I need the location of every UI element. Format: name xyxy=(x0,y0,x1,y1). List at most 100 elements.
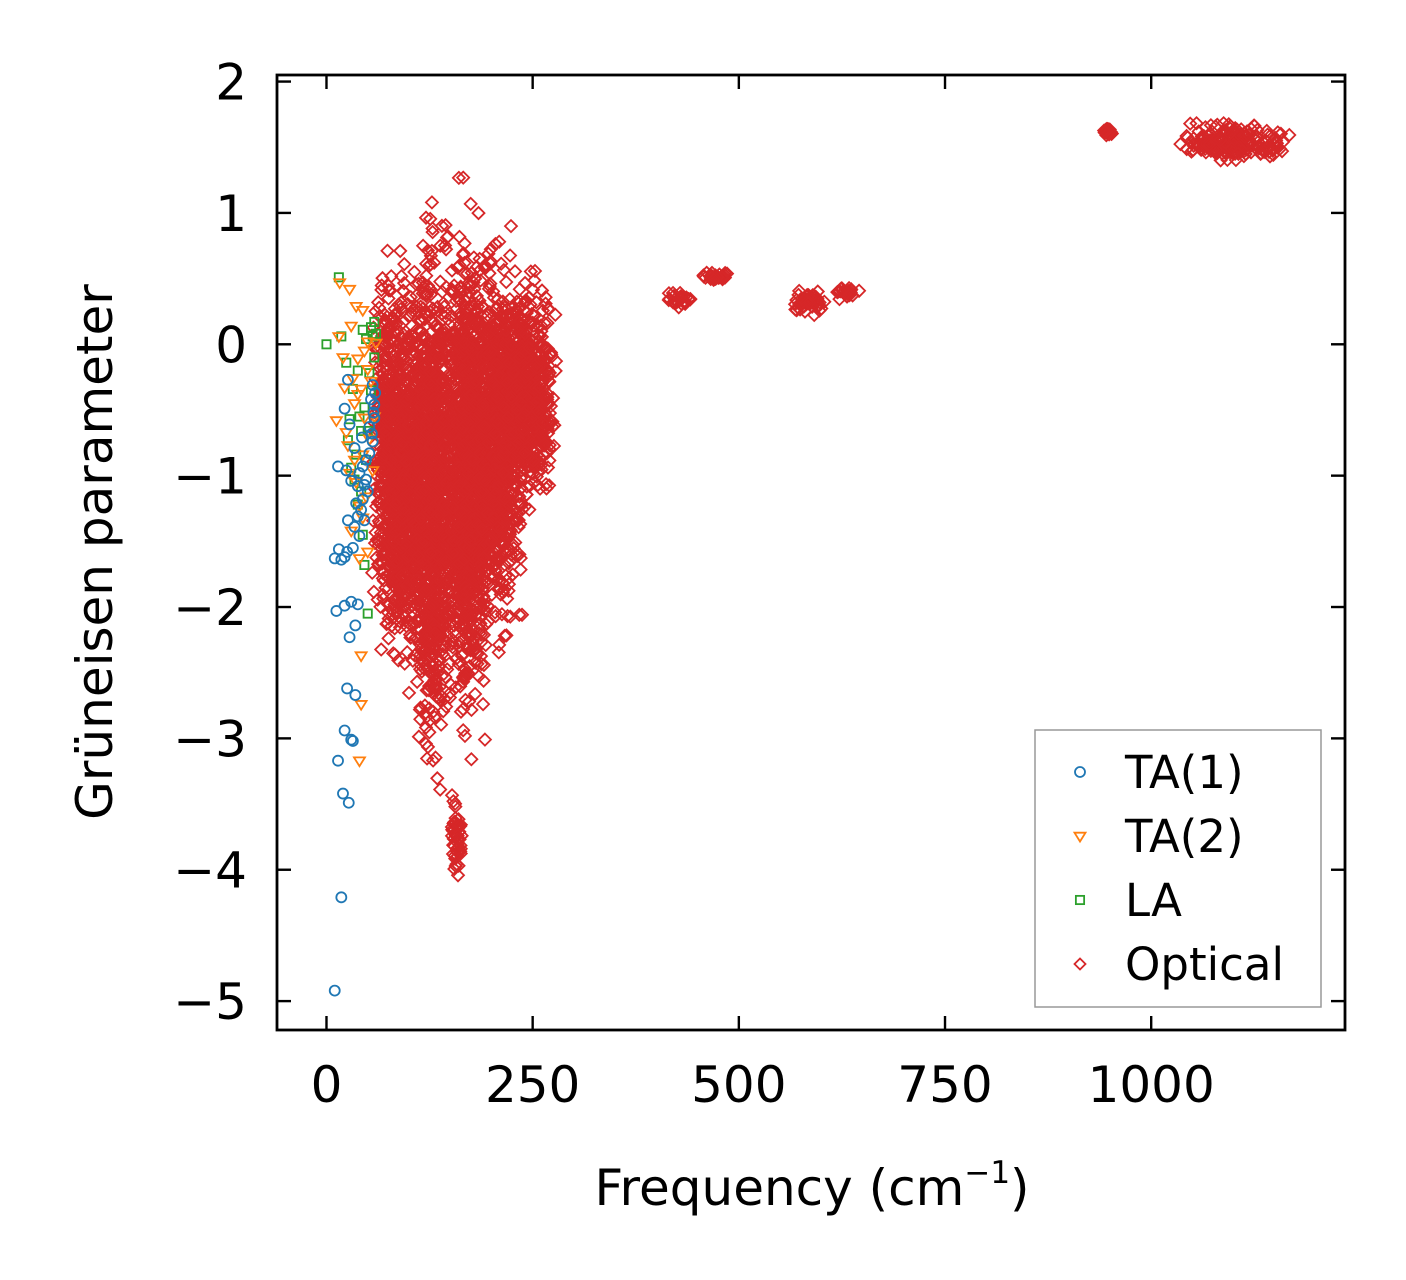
data-point-optical xyxy=(473,616,488,631)
data-point-optical xyxy=(413,519,429,535)
data-point-optical xyxy=(481,502,496,517)
data-point-optical xyxy=(513,562,528,577)
data-point-optical xyxy=(409,572,424,588)
data-point-optical xyxy=(422,724,437,740)
data-point-optical xyxy=(427,625,443,641)
data-point-optical xyxy=(469,302,484,318)
data-point-optical xyxy=(530,464,546,480)
data-point-optical xyxy=(437,593,453,608)
data-point-optical xyxy=(437,449,452,464)
data-point-optical xyxy=(478,420,494,435)
data-point-optical xyxy=(534,462,549,477)
data-point-optical xyxy=(463,196,478,212)
data-point-optical xyxy=(504,516,520,531)
data-point-optical xyxy=(395,331,410,347)
data-point-optical xyxy=(491,449,506,465)
data-point-optical xyxy=(510,512,526,527)
data-point-optical xyxy=(386,534,401,550)
data-point-optical xyxy=(421,258,437,273)
data-point-optical xyxy=(491,481,507,497)
data-point-optical xyxy=(428,558,444,574)
data-point-optical xyxy=(535,303,551,318)
data-point-optical xyxy=(496,465,511,481)
data-point-optical xyxy=(475,395,490,411)
data-point-optical xyxy=(396,501,412,517)
data-point-optical xyxy=(396,275,412,291)
data-point-optical xyxy=(425,598,440,613)
data-point-optical xyxy=(543,346,559,362)
data-point-optical xyxy=(452,284,468,300)
data-point-optical xyxy=(460,473,475,489)
data-point-optical xyxy=(462,533,478,548)
data-point-optical xyxy=(418,268,434,283)
data-point-optical xyxy=(511,332,527,347)
data-point-optical xyxy=(401,685,417,701)
data-point-optical xyxy=(514,607,530,623)
data-point-optical xyxy=(428,460,444,476)
data-point-optical xyxy=(452,229,467,245)
data-point-optical xyxy=(502,291,518,307)
data-point-optical xyxy=(411,276,426,291)
data-point-optical xyxy=(473,627,489,643)
data-point-optical xyxy=(445,500,461,516)
data-point-optical xyxy=(429,680,444,696)
data-point-optical xyxy=(451,170,467,186)
data-point-optical xyxy=(471,205,486,221)
data-point-optical xyxy=(473,273,488,288)
data-point-optical xyxy=(436,362,452,377)
data-point-optical xyxy=(414,341,430,356)
data-point-optical xyxy=(492,368,508,384)
data-point-optical xyxy=(397,468,412,484)
data-point-optical xyxy=(364,565,380,581)
data-point-optical xyxy=(429,507,445,523)
data-point-optical xyxy=(466,375,482,391)
data-point-optical xyxy=(489,301,505,316)
data-point-optical xyxy=(417,470,432,486)
data-point-optical xyxy=(462,625,478,640)
data-point-optical xyxy=(393,437,409,452)
data-point-optical xyxy=(519,305,534,321)
data-point-optical xyxy=(373,599,388,615)
data-point-optical xyxy=(472,446,488,461)
data-point-optical xyxy=(371,556,387,572)
data-point-optical xyxy=(481,323,497,339)
data-point-optical xyxy=(422,408,438,423)
data-point-optical xyxy=(435,391,450,407)
data-point-optical xyxy=(491,645,507,660)
data-point-optical xyxy=(394,350,410,366)
data-point-optical xyxy=(386,392,401,407)
data-point-optical xyxy=(498,274,514,290)
data-point-optical xyxy=(409,322,425,337)
data-point-optical xyxy=(430,771,445,786)
data-point-optical xyxy=(432,342,447,357)
data-point-optical xyxy=(457,609,473,625)
data-point-optical xyxy=(393,419,409,435)
data-point-optical xyxy=(423,545,438,561)
data-point-optical xyxy=(496,331,512,347)
data-point-optical xyxy=(429,317,444,333)
data-point-optical xyxy=(466,362,482,378)
data-point-optical xyxy=(502,248,518,263)
data-point-optical xyxy=(416,330,432,345)
data-point-optical xyxy=(441,510,457,526)
data-point-optical xyxy=(372,353,388,368)
data-point-optical xyxy=(429,548,445,563)
data-point-optical xyxy=(457,335,473,351)
data-point-optical xyxy=(532,328,547,344)
data-point-optical xyxy=(405,446,420,461)
data-point-optical xyxy=(392,243,408,259)
data-point-optical xyxy=(425,221,440,236)
data-point-optical xyxy=(421,639,437,654)
data-point-optical xyxy=(534,329,550,345)
data-point-optical xyxy=(491,637,507,653)
data-point-optical xyxy=(403,617,418,632)
data-point-optical xyxy=(527,263,543,279)
data-point-optical xyxy=(456,552,472,567)
data-point-optical xyxy=(543,345,559,360)
data-point-optical xyxy=(422,364,438,379)
data-point-optical xyxy=(445,355,460,370)
data-point-optical xyxy=(447,861,462,877)
data-point-optical xyxy=(391,609,406,624)
data-point-optical xyxy=(417,698,433,713)
data-point-optical xyxy=(393,581,409,596)
